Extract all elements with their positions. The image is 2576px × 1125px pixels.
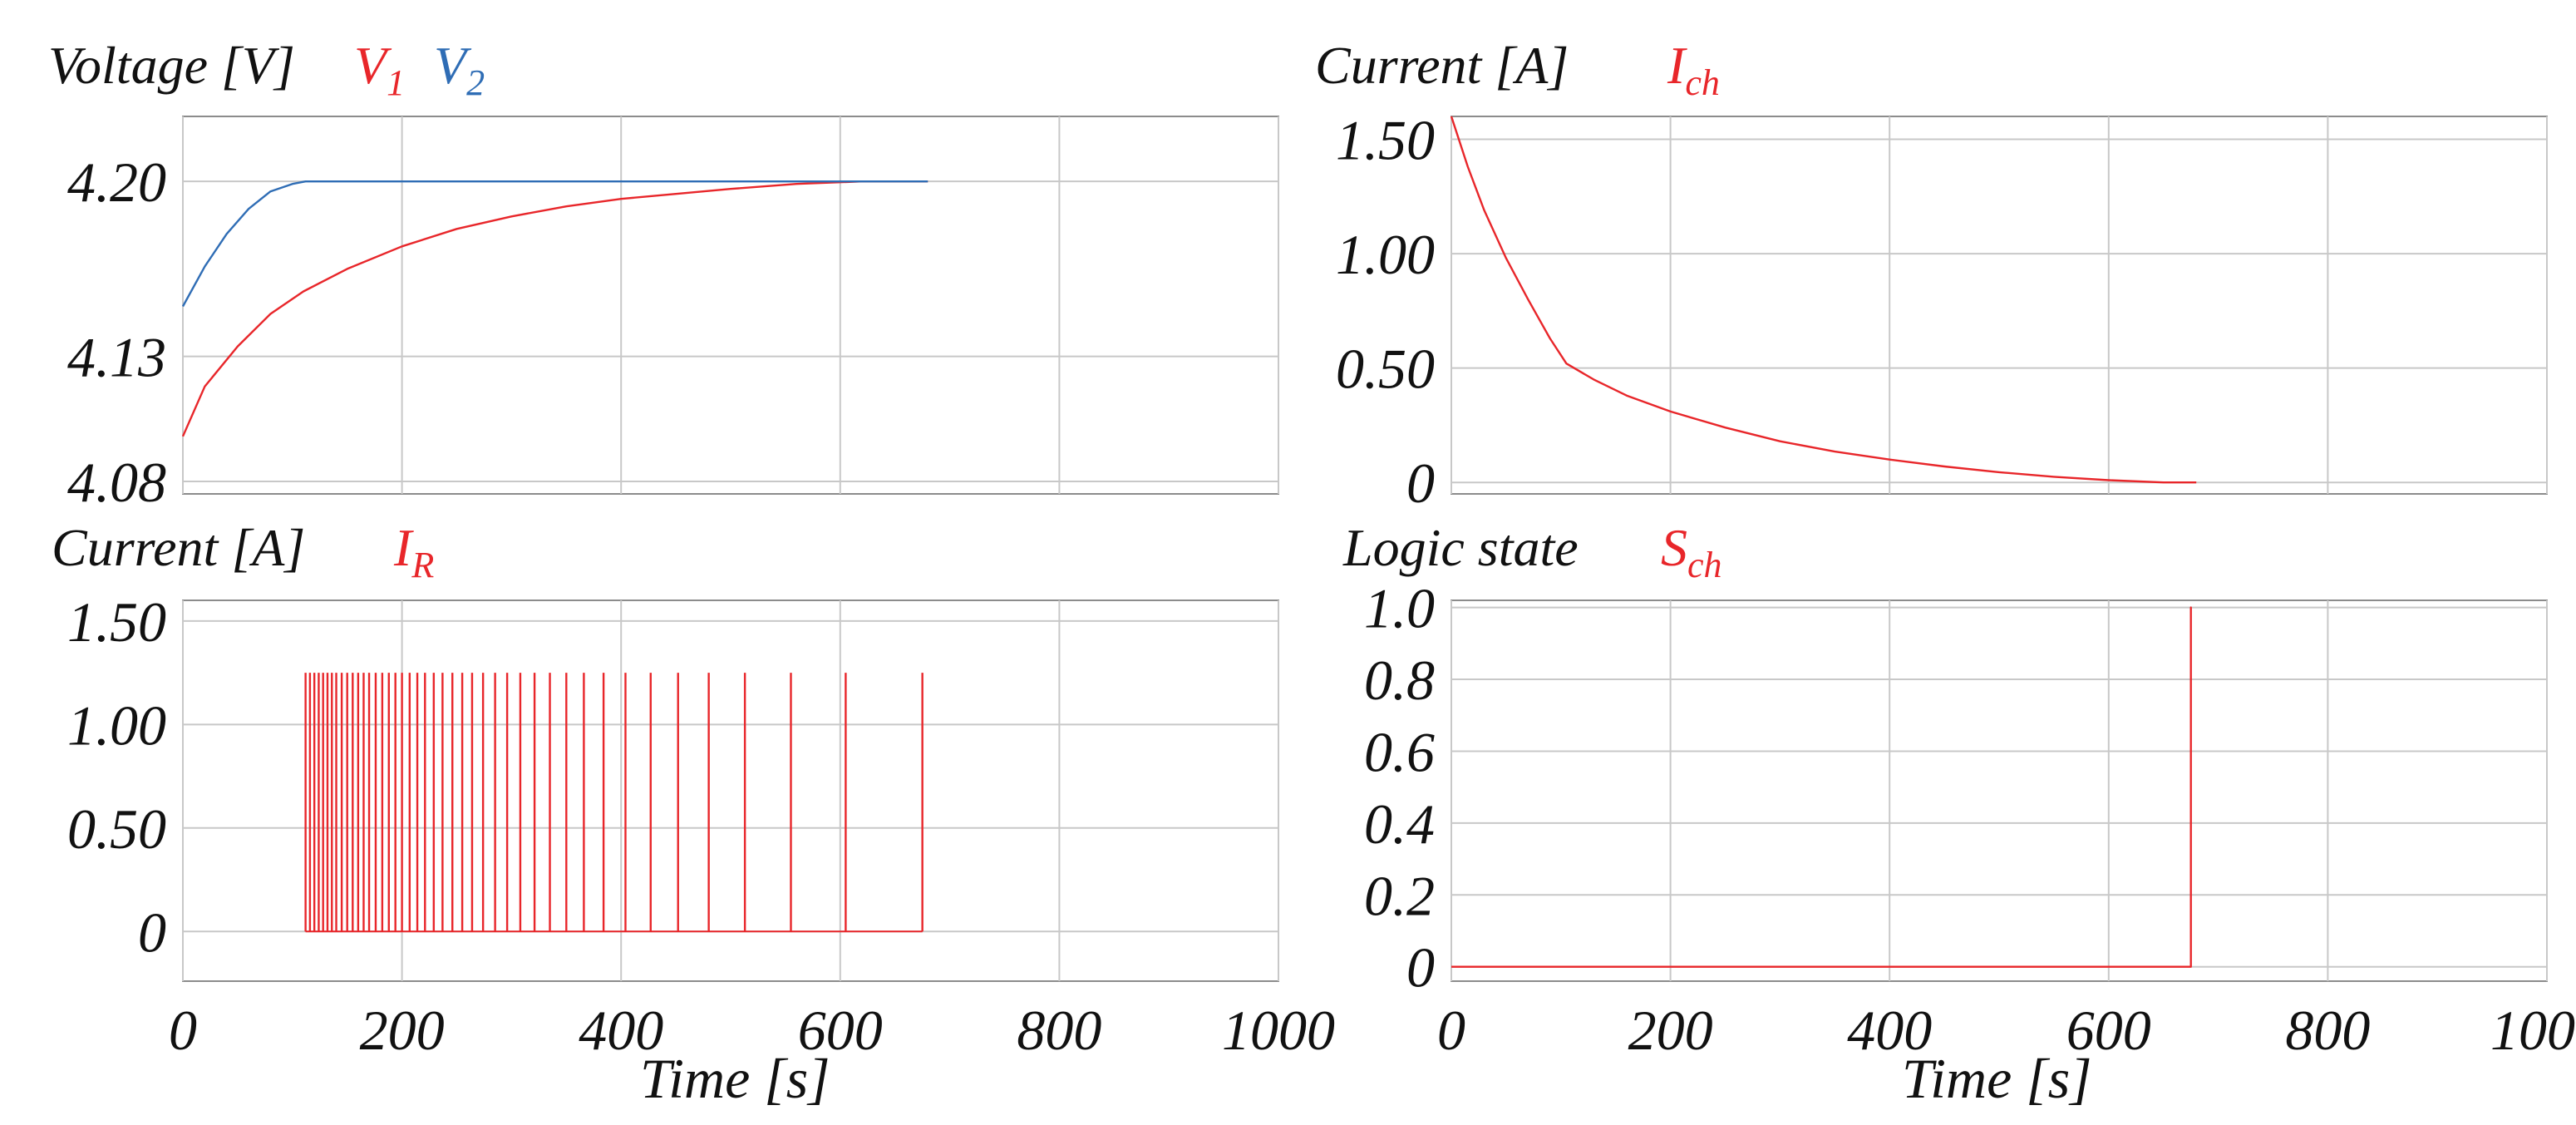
logic-state-panel: Logic state Sch 0 0.2 0.4 0.6 0.8 1.0 0 200 400…	[1342, 518, 2576, 1110]
logic-state-plot-frame	[1451, 600, 2548, 982]
voltage-v2-main: V	[434, 36, 472, 95]
logic-state-series-Sch	[1451, 606, 2192, 968]
resistor-current-x-ticks: 0 200 400 600 800 1000	[169, 999, 1335, 1062]
voltage-grid	[182, 116, 1279, 494]
voltage-ytick-label-2: 4.20	[67, 150, 166, 214]
logic-state-xtick-label-3: 600	[2066, 999, 2151, 1062]
resistor-current-plot-frame	[182, 600, 1279, 982]
charge-current-panel: Current [A] Ich 0 0.50 1.00 1.50	[1315, 36, 2548, 516]
resistor-current-series	[304, 673, 924, 933]
voltage-v1-label: V1	[354, 36, 405, 103]
ir-sub: R	[411, 545, 434, 585]
resistor-current-ytick-label-0: 0	[138, 900, 166, 964]
logic-state-x-ticks: 0 200 400 600 800 1000	[1437, 999, 2576, 1062]
charge-current-plot-frame	[1451, 116, 2548, 495]
resistor-current-xtick-label-5: 1000	[1222, 999, 1335, 1062]
resistor-current-title: Current [A]	[52, 518, 305, 577]
logic-state-sch-label: Sch	[1661, 518, 1722, 585]
resistor-current-xtick-label-4: 800	[1017, 999, 1101, 1062]
voltage-series-V2	[181, 180, 928, 308]
voltage-series-V1	[181, 180, 928, 437]
voltage-v2-label: V2	[434, 36, 485, 103]
logic-state-ytick-label-4: 0.8	[1364, 649, 1435, 712]
logic-state-xtick-label-1: 200	[1628, 999, 1713, 1062]
resistor-current-xtick-label-3: 600	[798, 999, 883, 1062]
ich-sub: ch	[1685, 62, 1720, 103]
resistor-current-ir-label: IR	[393, 518, 434, 585]
sch-sub: ch	[1687, 545, 1722, 585]
charge-current-ytick-label-2: 1.00	[1336, 223, 1435, 286]
voltage-v2-sub: 2	[466, 62, 485, 103]
charge-current-ytick-label-3: 1.50	[1336, 109, 1435, 172]
charge-current-series	[1450, 116, 2197, 484]
ir-main: I	[393, 518, 414, 577]
resistor-current-xtick-label-0: 0	[169, 999, 197, 1062]
voltage-series	[181, 180, 928, 437]
logic-state-ytick-label-2: 0.4	[1364, 792, 1435, 856]
charge-current-series-Ich	[1450, 116, 2197, 484]
logic-state-ytick-label-1: 0.2	[1364, 864, 1435, 927]
resistor-current-xlabel: Time [s]	[640, 1047, 830, 1110]
voltage-title: Voltage [V]	[48, 36, 295, 95]
resistor-current-ytick-label-2: 1.00	[67, 693, 166, 757]
logic-state-xtick-label-2: 400	[1847, 999, 1932, 1062]
resistor-current-xtick-label-2: 400	[579, 999, 663, 1062]
voltage-y-ticks: 4.08 4.13 4.20	[67, 150, 166, 514]
charge-current-title: Current [A]	[1315, 36, 1569, 95]
logic-state-xtick-label-0: 0	[1437, 999, 1465, 1062]
logic-state-ytick-label-3: 0.6	[1364, 720, 1435, 783]
resistor-current-ytick-label-1: 0.50	[67, 797, 166, 861]
charge-current-ich-label: Ich	[1667, 36, 1720, 103]
logic-state-title: Logic state	[1342, 518, 1579, 577]
sch-main: S	[1661, 518, 1687, 577]
charge-current-ytick-label-1: 0.50	[1336, 338, 1435, 401]
charge-current-ytick-label-0: 0	[1406, 451, 1435, 515]
resistor-current-ytick-label-3: 1.50	[67, 590, 166, 654]
logic-state-xtick-label-4: 800	[2285, 999, 2370, 1062]
logic-state-xtick-label-5: 1000	[2490, 999, 2576, 1062]
logic-state-xlabel: Time [s]	[1902, 1047, 2092, 1110]
resistor-current-xtick-label-1: 200	[360, 999, 445, 1062]
resistor-current-y-ticks: 0 0.50 1.00 1.50	[67, 590, 166, 964]
logic-state-ytick-label-5: 1.0	[1364, 577, 1435, 640]
charge-current-y-ticks: 0 0.50 1.00 1.50	[1336, 109, 1435, 516]
logic-state-y-ticks: 0 0.2 0.4 0.6 0.8 1.0	[1364, 577, 1435, 999]
resistor-current-panel: Current [A] IR 0 0.50 1.00 1.50 0 200 400 600 8…	[52, 518, 1335, 1110]
ich-main: I	[1667, 36, 1687, 95]
voltage-panel: Voltage [V] V1 V2 4.084.134.20	[48, 36, 1279, 514]
voltage-ytick-label-1: 4.13	[67, 326, 166, 389]
charge-current-grid	[1451, 116, 2548, 494]
logic-state-ytick-label-0: 0	[1406, 936, 1435, 999]
voltage-v1-sub: 1	[387, 62, 405, 103]
voltage-ytick-label-0: 4.08	[67, 451, 166, 514]
voltage-plot-frame	[182, 116, 1279, 495]
logic-state-series	[1451, 606, 2192, 968]
voltage-v1-main: V	[354, 36, 392, 95]
